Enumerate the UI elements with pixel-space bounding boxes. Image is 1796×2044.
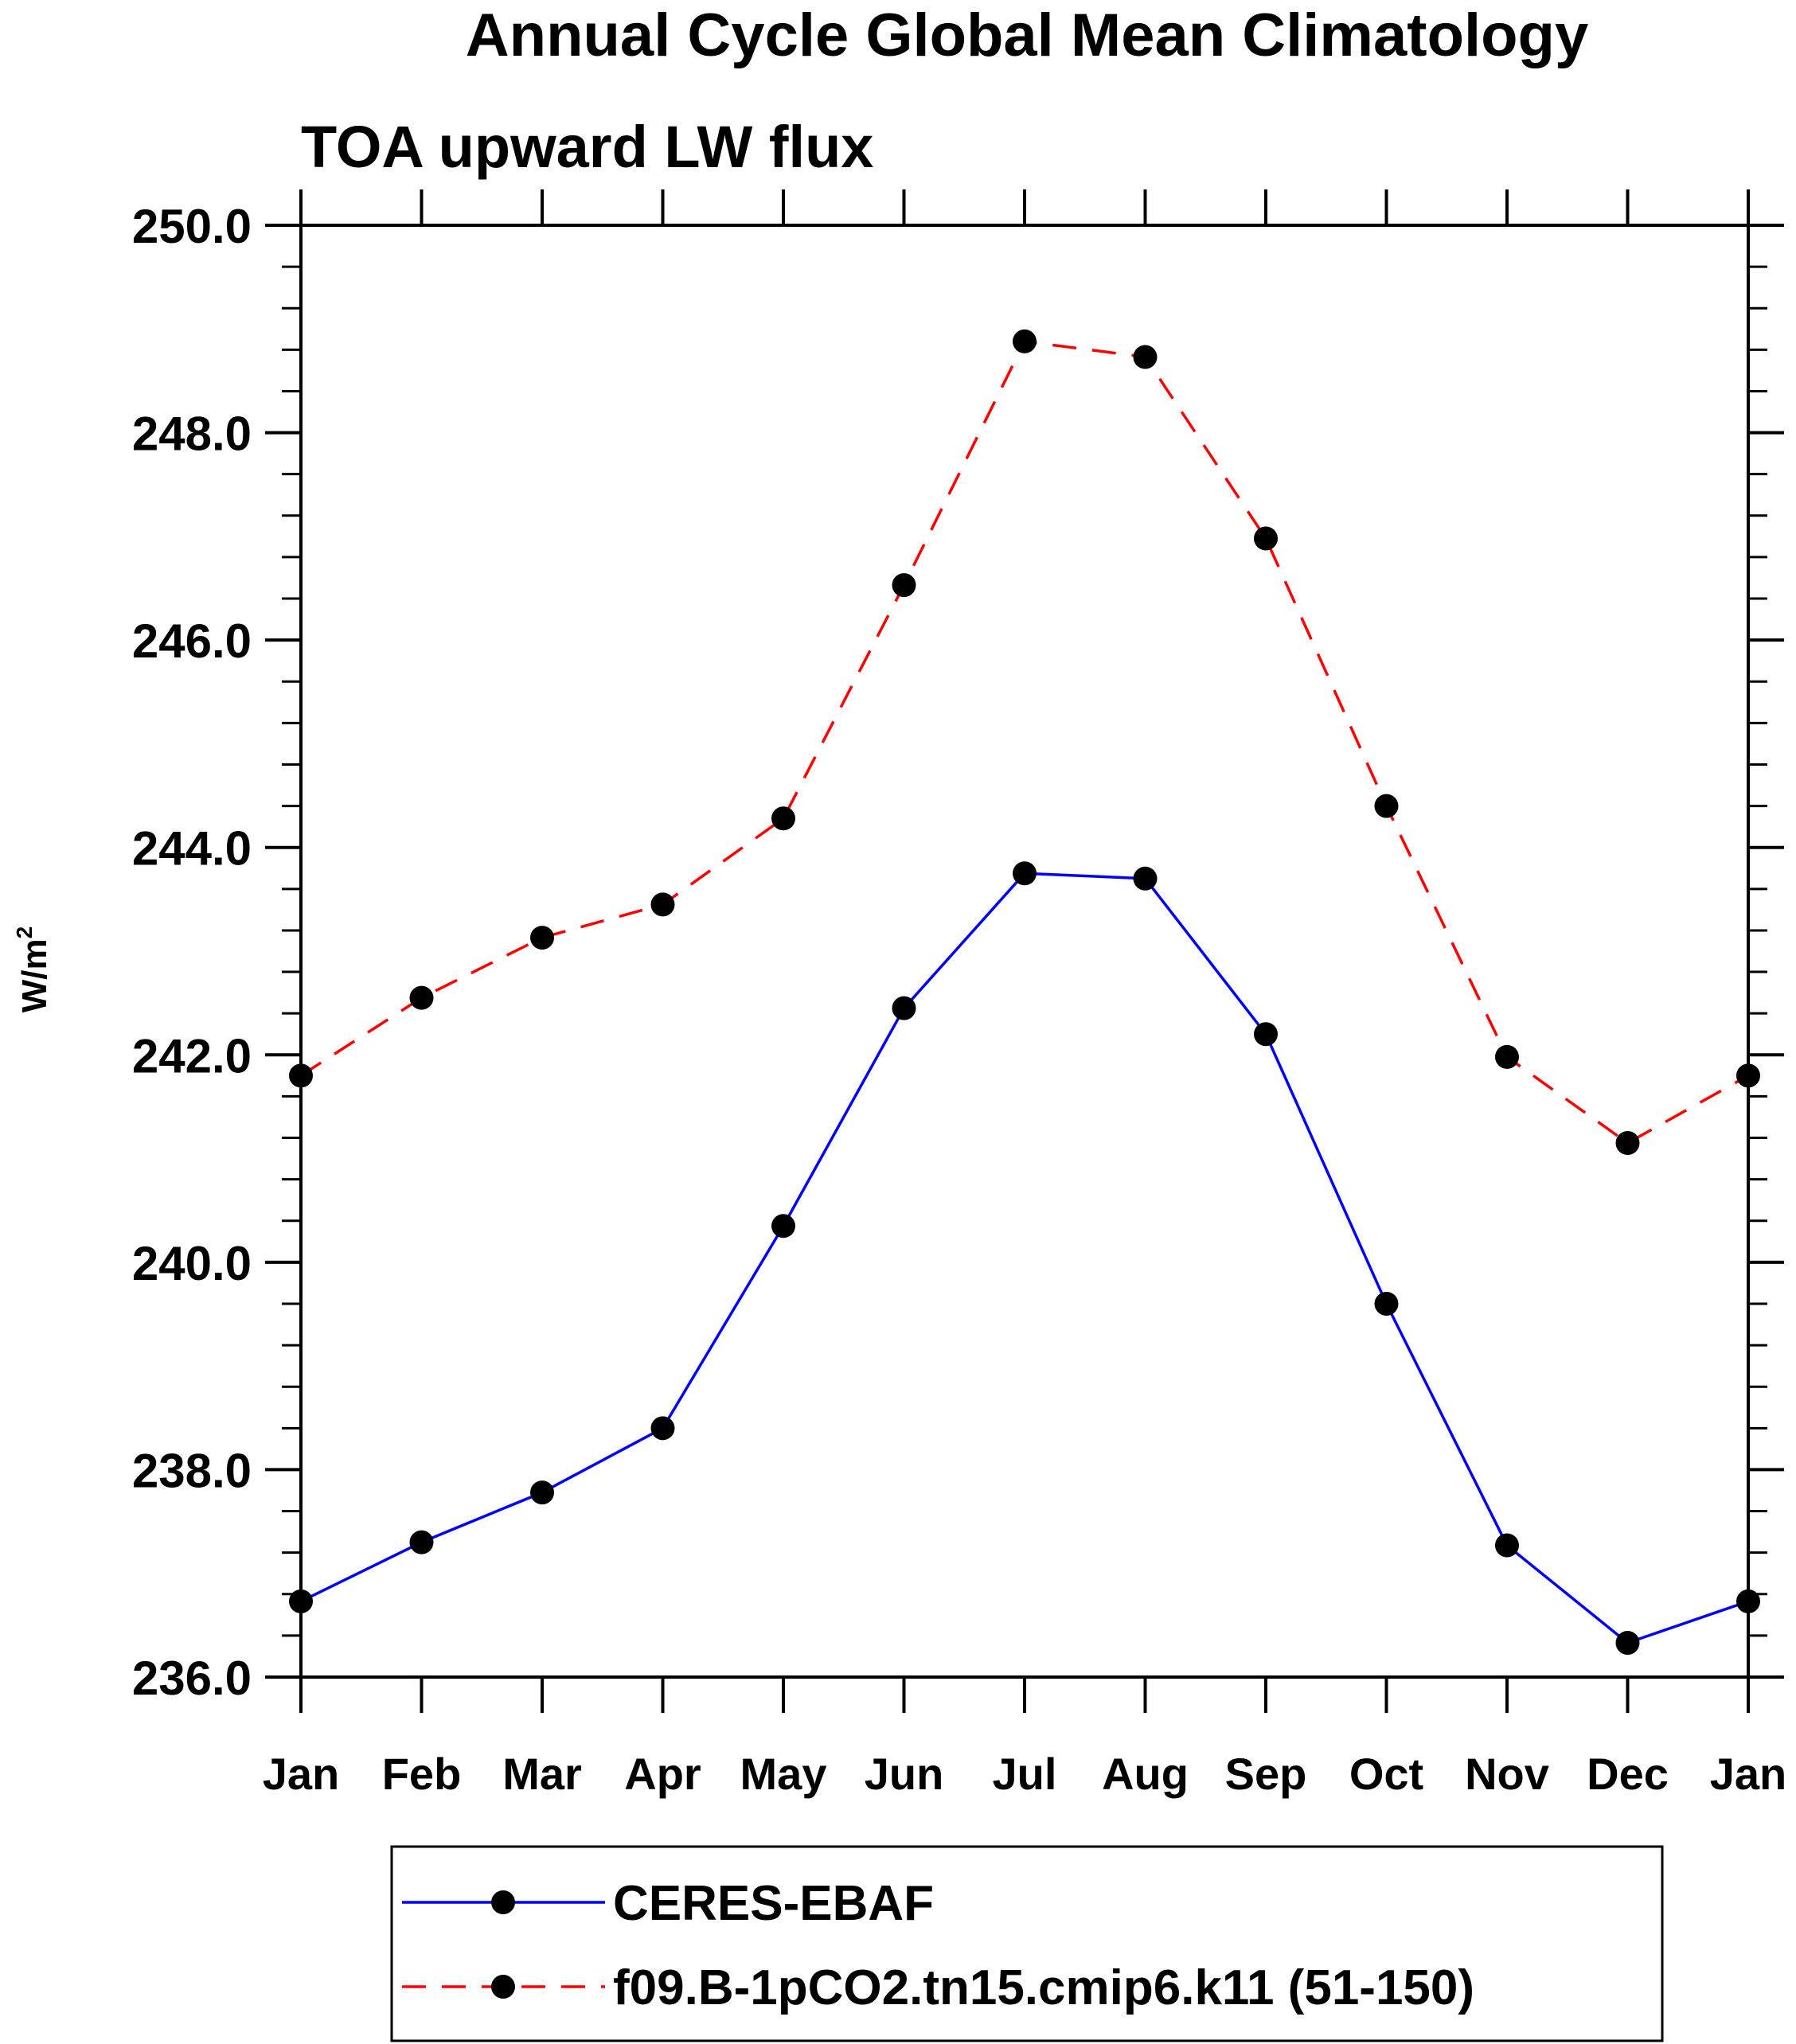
series-1-point (1495, 1533, 1519, 1558)
legend: CERES-EBAF f09.B-1pCO2.tn15.cmip6.k11 (51… (390, 1845, 1664, 2042)
y-tick-label: 236.0 (132, 1652, 252, 1705)
series-1-point (289, 1589, 313, 1613)
series-2-point (1374, 794, 1399, 818)
series-1-point (771, 1214, 795, 1238)
x-tick-label: May (740, 1749, 827, 1799)
x-tick-label: Dec (1587, 1749, 1669, 1799)
x-tick-label: Apr (624, 1749, 701, 1799)
legend-label-2: f09.B-1pCO2.tn15.cmip6.k11 (51-150) (613, 1960, 1474, 2015)
y-axis-label: W/m2 (12, 926, 54, 1012)
x-tick-label: Jun (865, 1749, 944, 1799)
chart-title: Annual Cycle Global Mean Climatology (466, 2, 1588, 69)
series-2-point (1254, 526, 1278, 551)
series-1-point (1374, 1291, 1399, 1316)
series-2-point (650, 892, 675, 917)
series-line-1 (300, 872, 1749, 1644)
series-2-point (1013, 329, 1037, 353)
series-2-point (892, 573, 916, 598)
y-tick-label: 244.0 (132, 822, 252, 876)
series-2-point (1736, 1063, 1760, 1088)
legend-marker-1 (491, 1890, 515, 1914)
series-1-point (1013, 861, 1037, 886)
series-2-point (530, 926, 554, 950)
x-tick-label: Nov (1465, 1749, 1549, 1799)
y-tick-label: 238.0 (132, 1444, 252, 1497)
series-1-point (1736, 1589, 1760, 1613)
series-2-point (289, 1063, 313, 1088)
chart-subtitle: TOA upward LW flux (301, 114, 873, 180)
x-tick-label: Oct (1349, 1749, 1423, 1799)
y-axis-label-text: W/m (15, 938, 54, 1012)
y-tick-label: 246.0 (132, 614, 252, 668)
y-tick-label: 250.0 (132, 200, 252, 253)
plot-layer: 236.0 238.0 240.0 242.0 244.0 246.0 248.0 250.0… (132, 189, 1786, 1799)
series-1-point (1615, 1631, 1640, 1656)
x-tick-label: Jul (993, 1749, 1057, 1799)
x-tick-label: Feb (382, 1749, 462, 1799)
legend-label-1: CERES-EBAF (613, 1876, 934, 1931)
series-2-point (1133, 345, 1158, 369)
y-tick-label: 248.0 (132, 408, 252, 461)
series-1-point (409, 1530, 434, 1554)
y-axis-label-superscript: 2 (12, 926, 37, 939)
y-tick-label: 240.0 (132, 1237, 252, 1290)
x-tick-label: Mar (502, 1749, 582, 1799)
y-tick-label: 242.0 (132, 1029, 252, 1082)
series-1-point (650, 1416, 675, 1441)
x-tick-label: Sep (1225, 1749, 1307, 1799)
legend-box (390, 1845, 1664, 2042)
x-tick-label: Aug (1102, 1749, 1189, 1799)
series-2-point (409, 985, 434, 1010)
legend-marker-2 (491, 1975, 515, 1999)
x-tick-label: Jan (263, 1749, 340, 1799)
series-1-point (892, 996, 916, 1020)
series-2-point (1495, 1044, 1519, 1069)
x-tick-label: Jan (1710, 1749, 1787, 1799)
series-1-point (1254, 1022, 1278, 1047)
series-line-2 (300, 340, 1749, 1145)
series-2-point (771, 806, 795, 831)
series-1-point (530, 1480, 554, 1505)
series-1-point (1133, 866, 1158, 891)
series-2-point (1615, 1131, 1640, 1156)
